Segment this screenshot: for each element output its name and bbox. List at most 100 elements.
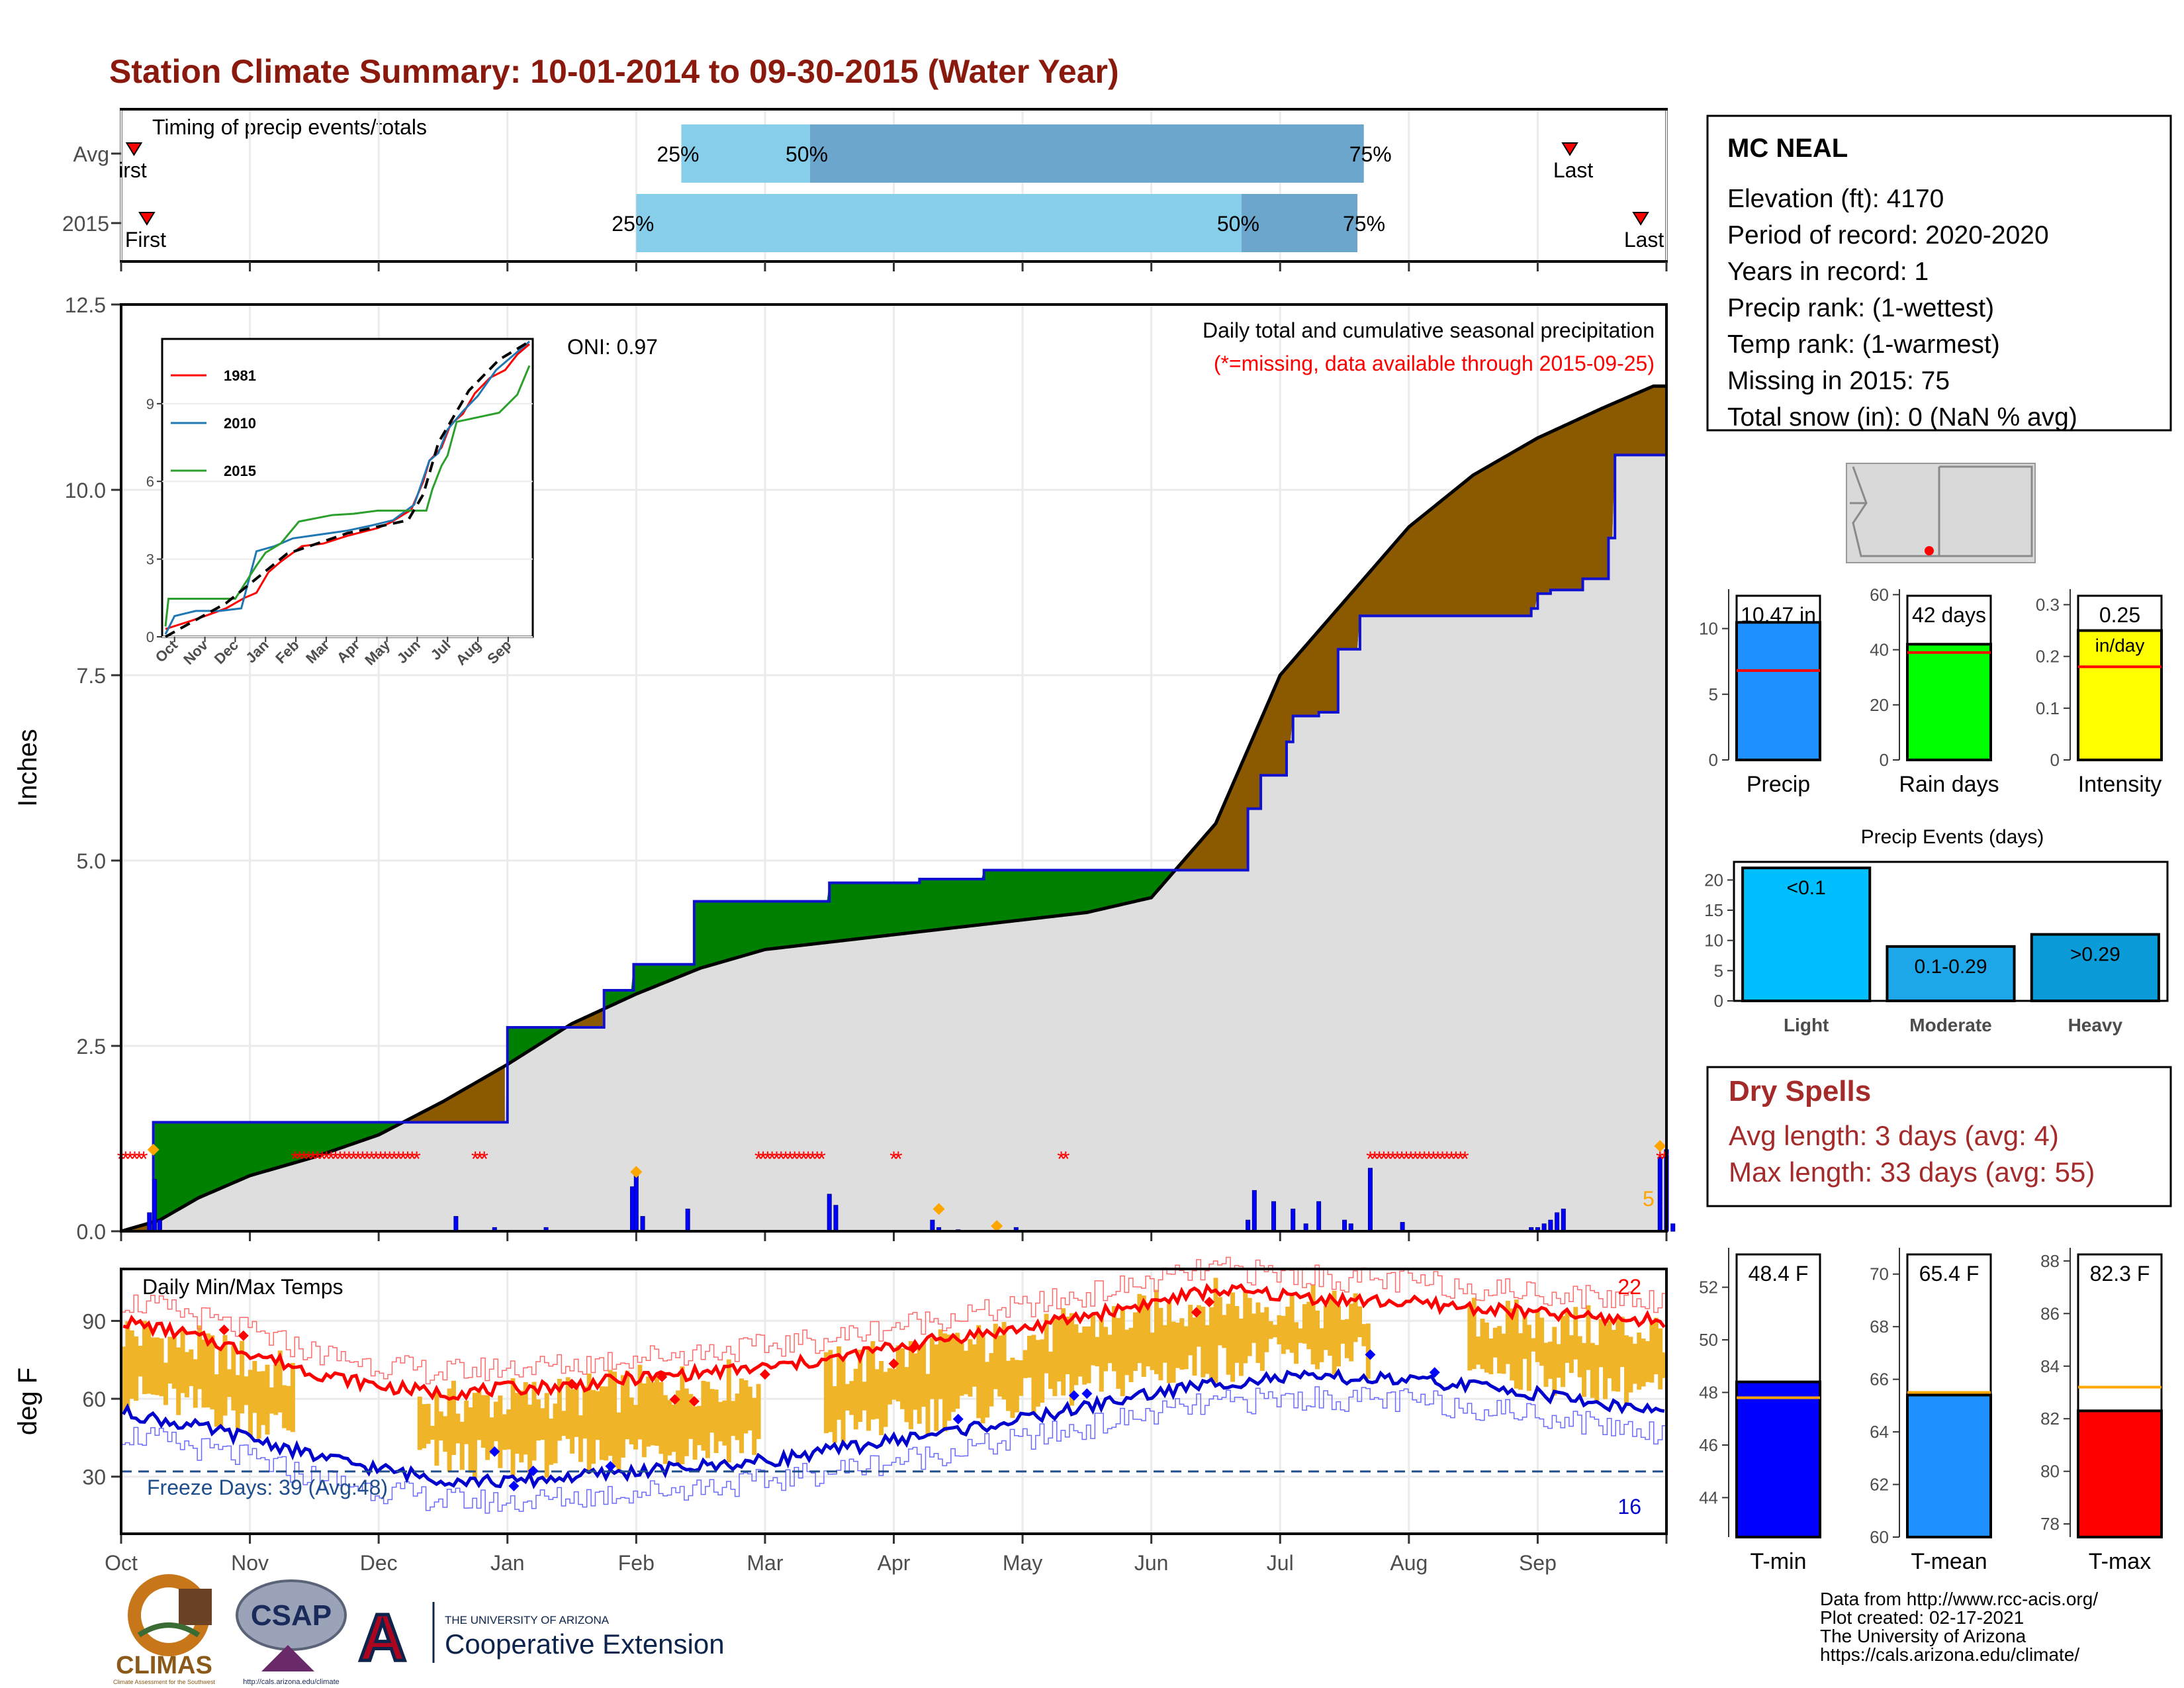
daily-temp-bar [1607,1320,1612,1379]
temp-panel-title: Daily Min/Max Temps [142,1275,343,1299]
daily-temp-bar [1569,1335,1574,1374]
daily-temp-bar [980,1333,985,1424]
missing-day-marker: * [318,1147,326,1171]
events-bar-range-label: >0.29 [2070,944,2120,966]
daily-temp-bar [214,1374,219,1427]
inset-y-tick-label: 6 [146,473,154,490]
daily-temp-bar [844,1383,850,1411]
daily-temp-bar [735,1393,740,1440]
daily-temp-bar [743,1380,749,1434]
daily-temp-bar [290,1363,295,1432]
mini-bar-category-label: T-min [1751,1549,1807,1574]
event-diamond-marker [991,1220,1003,1233]
mini-bar-value-label: 48.4 F [1749,1262,1809,1286]
station-info-line: Temp rank: (1-warmest) [1727,330,2000,359]
station-info-line: Years in record: 1 [1727,258,1929,286]
daily-temp-bar [929,1338,934,1399]
daily-temp-bar [1294,1322,1299,1364]
first-event-label: irst [118,158,147,182]
events-y-tick-label: 20 [1704,870,1723,890]
daily-temp-bar [1069,1313,1074,1406]
daily-precip-bar [629,1186,635,1232]
timing-q75-label: 75% [1343,212,1385,236]
daily-temp-bar [849,1381,854,1415]
daily-temp-bar [1077,1333,1083,1377]
missing-day-marker: * [1402,1147,1410,1171]
record-low-marker [952,1413,964,1425]
daily-temp-bar [1340,1319,1345,1344]
daily-temp-bar [210,1335,215,1410]
daily-temp-bar [134,1336,139,1401]
daily-temp-bar [498,1395,503,1468]
daily-temp-bar [468,1407,473,1473]
daily-temp-bar [159,1338,164,1397]
daily-temp-bar [1171,1321,1176,1383]
daily-temp-bar [472,1393,477,1479]
timing-q25-label: 25% [657,142,699,166]
temp-y-tick-label: 60 [82,1387,106,1411]
daily-temp-bar [218,1348,224,1429]
daily-temp-bar [955,1333,960,1409]
temp-x-tick-label: Sep [1519,1551,1557,1575]
temp-x-tick-label: Jan [490,1551,525,1575]
precip-deficit-ribbon [1177,386,1666,870]
daily-temp-bar [557,1379,562,1441]
daily-temp-bar [964,1350,969,1395]
precip-panel-frame [120,303,1668,1233]
daily-temp-bar [701,1380,706,1451]
precip-y-label: Inches [13,729,42,807]
mini-y-tick-label: 40 [1870,640,1889,660]
daily-temp-bar [1217,1297,1222,1346]
temp-panel-frame [120,1268,1668,1535]
daily-temp-bar [1353,1293,1358,1342]
daily-temp-bar [823,1352,829,1434]
daily-temp-bar [252,1360,257,1413]
daily-temp-bar [1332,1290,1337,1375]
daily-temp-bar [1344,1319,1349,1358]
inset-x-tick-label: Apr [334,637,363,667]
freeze-days-label: Freeze Days: 39 (Avg:48) [147,1476,388,1499]
daily-temp-bar [616,1412,621,1470]
daily-temp-bar [1035,1340,1040,1407]
daily-temp-bar [1183,1326,1189,1370]
daily-temp-bar [976,1325,981,1419]
daily-temp-bar [1099,1319,1104,1392]
timing-bar-q25-q50 [681,124,811,183]
daily-temp-bar [1658,1328,1663,1389]
daily-temp-bar [747,1386,752,1430]
credit-line-date: Plot created: 02-17-2021 [1820,1607,2024,1628]
inset-legend-label: 2010 [224,415,256,432]
daily-temp-bar [1209,1307,1214,1379]
daily-temp-bar [895,1345,901,1401]
daily-precip-bar [147,1212,152,1232]
record-low-marker [508,1480,520,1491]
daily-temp-bar [231,1345,236,1411]
missing-day-marker: * [786,1147,794,1171]
daily-temp-bar [189,1349,194,1386]
daily-temp-bar [917,1347,922,1424]
daily-temp-bar [540,1408,545,1440]
daily-temp-bar [163,1362,168,1405]
daily-temp-bar [1289,1293,1295,1353]
daily-temp-bar [527,1404,533,1479]
precip-y-tick-label: 2.5 [77,1035,106,1058]
missing-day-marker: * [349,1147,357,1171]
daily-temp-bar [633,1405,639,1450]
mini-y-tick-label: 0 [1880,750,1889,770]
station-info-line: Total snow (in): 0 (NaN % avg) [1727,403,2077,432]
daily-temp-bar [1086,1326,1091,1383]
daily-temp-bar [1167,1299,1172,1383]
daily-temp-bar [1361,1324,1367,1346]
daily-temp-bar [1319,1328,1324,1362]
missing-day-marker: * [1447,1147,1455,1171]
daily-temp-bar [637,1364,643,1440]
missing-day-marker: * [359,1147,367,1171]
missing-day-marker: * [759,1147,767,1171]
missing-day-marker: * [314,1147,322,1171]
daily-temp-bar [629,1397,634,1445]
daily-temp-bar [1365,1323,1371,1379]
daily-temp-bar [709,1389,715,1433]
daily-temp-bar [989,1353,994,1407]
last-event-label: Last [1553,158,1594,182]
record-low-marker [527,1466,539,1477]
